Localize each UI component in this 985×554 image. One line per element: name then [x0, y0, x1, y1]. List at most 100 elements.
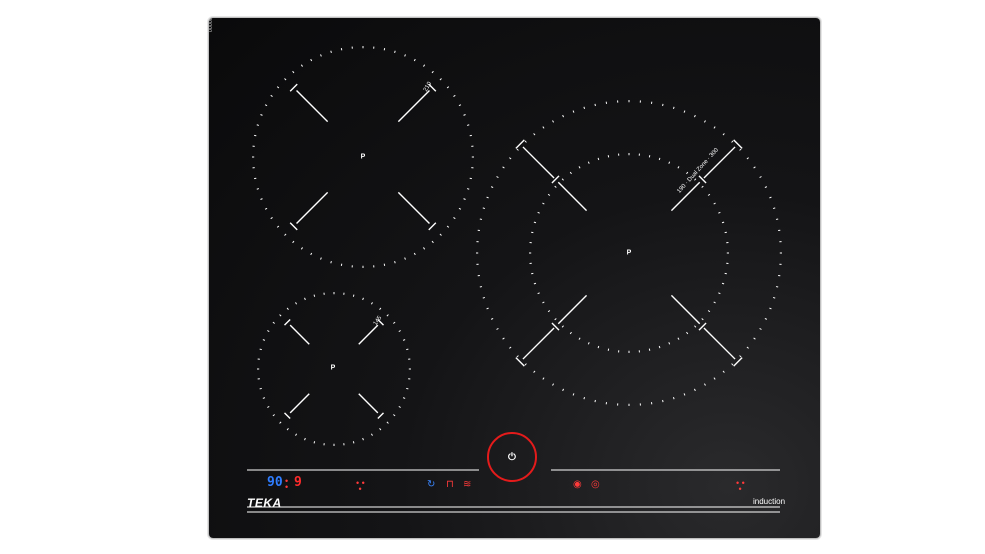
zone-dot [446, 225, 450, 228]
zone-dot [439, 78, 442, 81]
zone-dot [753, 166, 756, 169]
zone-dot [739, 148, 742, 151]
zone-dot [486, 307, 489, 310]
zone-dot [458, 207, 462, 210]
zone-edge-tick [289, 83, 298, 92]
zone-dot [713, 202, 716, 205]
zone-dot [370, 433, 373, 436]
zone-right-outer-ring [476, 100, 782, 406]
zone-dot [310, 58, 313, 62]
zone-cross-line [296, 191, 329, 224]
zone-dot [554, 318, 557, 321]
zone-dot [313, 294, 316, 297]
zone-dot [731, 363, 734, 366]
zone-dot [413, 58, 416, 62]
zone-cross-line [522, 146, 555, 179]
zone-dot [569, 171, 572, 175]
zone-edge-tick [515, 139, 525, 149]
zone-dot [562, 388, 565, 392]
timer-display: 90 [267, 475, 283, 490]
zone-dot [330, 50, 332, 54]
zone-cross-line [703, 327, 736, 360]
flex-icon[interactable]: ◉ [573, 479, 582, 490]
zone-dot [542, 202, 545, 205]
zone-dot [533, 133, 536, 136]
zone-edge-tick [551, 322, 560, 331]
zone-dot [352, 294, 355, 297]
zone-dot [746, 346, 749, 349]
zone-dot [759, 327, 762, 330]
zone-dot [394, 50, 396, 54]
zone-dot [502, 337, 505, 340]
zone-dot [398, 405, 401, 408]
zone-dot [554, 185, 557, 188]
boost-icon[interactable]: ◎ [591, 479, 600, 490]
power-icon: ⏻ [508, 451, 516, 463]
zone-dot [542, 126, 545, 129]
zone-cross-line [358, 324, 379, 345]
zone-dot [713, 301, 716, 304]
zone-dot [406, 387, 409, 390]
zone-right-letter: P [626, 249, 632, 257]
zone-dot [668, 161, 671, 164]
zone-edge-tick [428, 83, 437, 92]
zone-dot [423, 247, 426, 250]
zone-edge-tick [551, 175, 560, 184]
zone-dot [256, 124, 260, 126]
zone-dot [272, 321, 275, 324]
pot-icon[interactable]: ⊓ [446, 479, 454, 490]
zone-dot [578, 337, 581, 340]
zone-dot [718, 211, 721, 214]
zone-edge-tick [698, 175, 707, 184]
zone-dot [394, 260, 396, 264]
zone-dot [668, 342, 671, 345]
zone-right-outer-cross [515, 139, 743, 367]
zone-select-dots-right[interactable]: • • • [736, 478, 745, 494]
zone-dot [583, 396, 586, 400]
zone-dot [722, 370, 725, 373]
zone-cross-line [703, 146, 736, 179]
zone-dot [406, 348, 409, 351]
zone-dot [516, 148, 519, 151]
zone-dot [362, 297, 364, 301]
zone-dot [466, 188, 470, 190]
zone-dot [694, 178, 697, 181]
zone-dot [587, 161, 590, 164]
power-level-display: 9 [294, 475, 302, 490]
zone-edge-tick [733, 139, 743, 149]
zone-dot [300, 247, 303, 250]
zone-dot [413, 252, 416, 256]
zone-dot [284, 78, 287, 81]
zone-edge-tick [428, 222, 437, 231]
zone-dot [542, 301, 545, 304]
timer-icon[interactable]: ↻ [427, 479, 436, 490]
keep-warm-icon[interactable]: ≋ [463, 479, 472, 490]
zone-dot [262, 397, 266, 399]
zone-dot [279, 314, 282, 317]
zone-select-dots-left[interactable]: • • • [356, 478, 365, 494]
zone-edge-tick [698, 322, 707, 331]
zone-dot [533, 370, 536, 373]
zone-dot [686, 171, 689, 175]
zone-dot [270, 94, 273, 97]
zone-dot [753, 337, 756, 340]
zone-dot [431, 70, 434, 74]
serial-number: 0000000 [209, 18, 214, 32]
power-button[interactable]: ⏻ [487, 432, 537, 482]
zone-bottom-left-cross [284, 319, 384, 419]
zone-dot [533, 282, 537, 285]
zone-dot [759, 176, 762, 179]
zone-dot [597, 345, 600, 349]
zone-dot [721, 282, 725, 285]
zone-dot [370, 302, 373, 305]
zone-dot [267, 330, 270, 333]
zone-dot [304, 297, 306, 301]
zone-dot [352, 441, 355, 444]
zone-dot [552, 383, 555, 386]
zone-dot [769, 307, 772, 310]
zone-dot [466, 124, 470, 126]
zone-dot [398, 330, 401, 333]
zone-dot [320, 54, 322, 57]
zone-dot [739, 355, 742, 358]
zone-dot [272, 414, 275, 417]
